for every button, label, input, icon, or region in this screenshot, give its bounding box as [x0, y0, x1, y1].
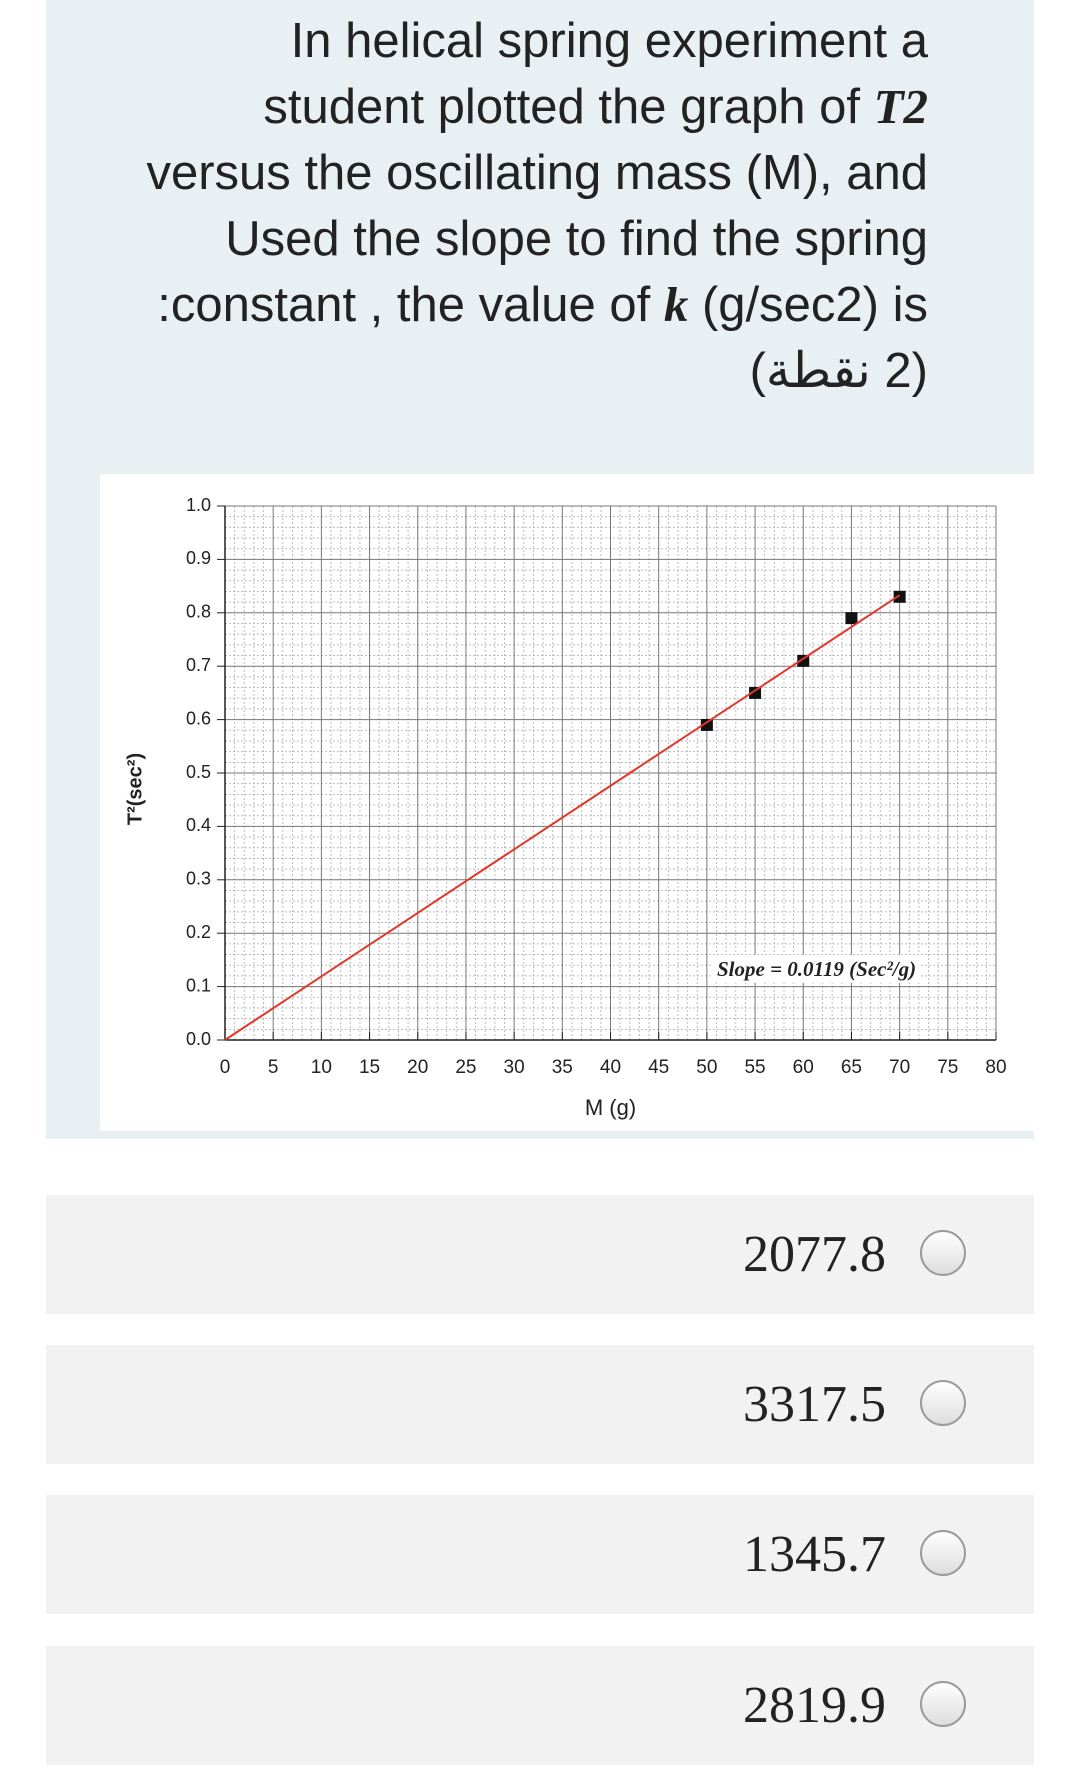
- x-tick-label: 75: [937, 1057, 958, 1078]
- x-tick-label: 0: [220, 1057, 231, 1078]
- radio-button[interactable]: [920, 1380, 966, 1426]
- y-tick-label: 0.4: [186, 815, 211, 835]
- question-line: In helical spring experiment a: [290, 14, 928, 68]
- chart-panel: 0 5 10 15 20 25 30 35 40 45 50 55 60 65 70 75 80 0.0 0.1 0.…: [100, 474, 1071, 1131]
- option-label: 3317.5: [743, 1376, 886, 1433]
- x-tick-label: 5: [268, 1057, 279, 1078]
- radio-button[interactable]: [920, 1681, 966, 1727]
- y-tick-label: 0.8: [186, 602, 211, 622]
- option[interactable]: 3317.5: [46, 1345, 1034, 1464]
- x-tick-label: 40: [600, 1057, 621, 1078]
- y-tick-label: 0.1: [186, 975, 211, 995]
- y-tick-label: 0.9: [186, 548, 211, 568]
- y-tick-label: 1.0: [186, 495, 211, 515]
- x-tick-label: 25: [455, 1057, 476, 1078]
- y-tick-label: 0.3: [186, 869, 211, 889]
- question-line: versus the oscillating mass (M), and: [146, 146, 928, 200]
- y-tick-label: 0.5: [186, 762, 211, 782]
- question-points: (2 نقطة): [749, 344, 928, 398]
- question-line: student plotted the graph of: [263, 80, 874, 134]
- question-text: In helical spring experiment a student p…: [68, 8, 928, 404]
- data-point: [845, 612, 858, 625]
- y-tick-label: 0.6: [186, 708, 211, 728]
- x-tick-label: 35: [552, 1057, 573, 1078]
- slope-annotation: Slope = 0.0119 (Sec²/g): [717, 957, 916, 981]
- x-tick-label: 65: [841, 1057, 862, 1078]
- option-label: 1345.7: [743, 1526, 886, 1583]
- radio-button[interactable]: [920, 1230, 966, 1276]
- fit-line: [224, 594, 901, 1041]
- y-tick-label: 0.7: [186, 655, 211, 675]
- question-emphasis: T2: [873, 79, 928, 134]
- question-panel: In helical spring experiment a student p…: [46, 0, 1071, 1139]
- x-tick-label: 45: [648, 1057, 669, 1078]
- x-tick-label: 50: [696, 1057, 717, 1078]
- question-emphasis: k: [663, 277, 689, 332]
- chart: 0 5 10 15 20 25 30 35 40 45 50 55 60 65 70 75 80 0.0 0.1 0.…: [124, 495, 1006, 1120]
- x-tick-label: 20: [407, 1057, 428, 1078]
- x-tick-label: 55: [744, 1057, 765, 1078]
- y-tick-label: 0.0: [186, 1029, 211, 1049]
- x-tick-label: 80: [985, 1057, 1006, 1078]
- question-line: (g/sec2) is: [688, 278, 928, 332]
- option-label: 2077.8: [743, 1226, 886, 1283]
- x-tick-label: 70: [889, 1057, 910, 1078]
- x-tick-label: 10: [311, 1057, 332, 1078]
- x-tick-label: 15: [359, 1057, 380, 1078]
- x-tick-label: 60: [793, 1057, 814, 1078]
- y-tick-label: 0.2: [186, 922, 211, 942]
- y-axis-label: T²(sec²): [124, 753, 146, 825]
- x-tick-label: 30: [504, 1057, 525, 1078]
- x-axis-label: M (g): [585, 1095, 636, 1120]
- option[interactable]: 2819.9: [46, 1646, 1034, 1765]
- annotation-background: [713, 954, 921, 983]
- option[interactable]: 1345.7: [46, 1495, 1034, 1614]
- question-line: :constant , the value of: [157, 278, 664, 332]
- option[interactable]: 2077.8: [46, 1195, 1034, 1314]
- question-line: Used the slope to find the spring: [225, 212, 928, 266]
- data-point: [893, 590, 906, 603]
- data-point: [700, 718, 713, 731]
- option-label: 2819.9: [743, 1677, 886, 1734]
- radio-button[interactable]: [920, 1530, 966, 1576]
- data-point: [749, 686, 762, 699]
